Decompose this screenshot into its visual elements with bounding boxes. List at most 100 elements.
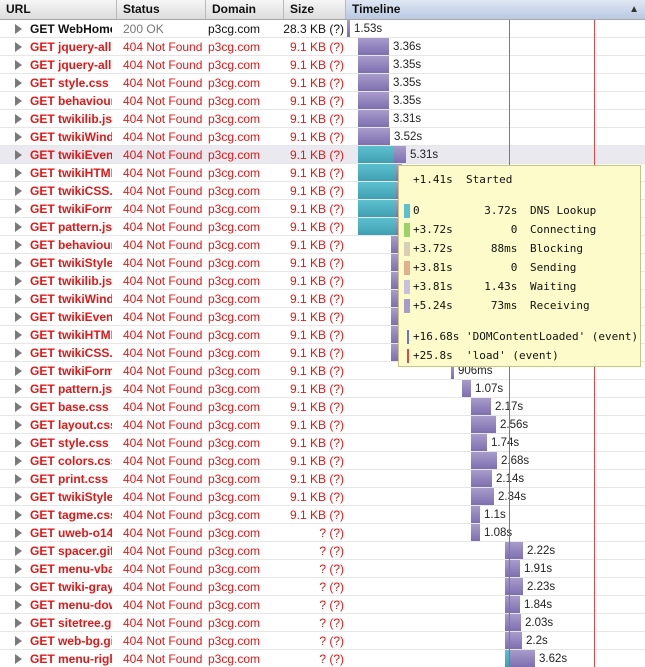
request-row[interactable]: GET twikiEvent 404 Not Found p3cg.com 9.1 K…: [0, 146, 645, 164]
expand-triangle-icon[interactable]: [15, 276, 22, 286]
phase-offset: +3.81s: [413, 261, 453, 274]
expand-triangle-icon[interactable]: [15, 330, 22, 340]
request-row[interactable]: GET menu-vba 404 Not Found p3cg.com ? (?) 1.…: [0, 560, 645, 578]
dns-lookup-bar: [358, 182, 396, 199]
request-row[interactable]: GET twikiWind 404 Not Found p3cg.com 9.1 KB…: [0, 128, 645, 146]
request-duration: 1.1s: [484, 509, 506, 521]
expand-triangle-icon[interactable]: [15, 600, 22, 610]
request-duration: 2.23s: [527, 581, 556, 593]
request-row[interactable]: GET twikiCSS.j 404 Not Found p3cg.com 9.1 K…: [0, 344, 645, 362]
timeline-cell: 2.17s: [347, 398, 645, 416]
phase-offset: +3.81s: [413, 280, 453, 293]
url-column-header[interactable]: URL: [0, 0, 117, 19]
request-row[interactable]: GET uweb-o14 404 Not Found p3cg.com ? (?) 1.…: [0, 524, 645, 542]
request-row[interactable]: GET tagme.css 404 Not Found p3cg.com 9.1 KB…: [0, 506, 645, 524]
request-row[interactable]: GET style.css 404 Not Found p3cg.com 9.1 KB…: [0, 434, 645, 452]
request-row[interactable]: GET twikiStyle 404 Not Found p3cg.com 9.1 K…: [0, 254, 645, 272]
expand-triangle-icon[interactable]: [15, 96, 22, 106]
request-row[interactable]: GET twikiForm 404 Not Found p3cg.com 9.1 KB…: [0, 200, 645, 218]
expand-triangle-icon[interactable]: [15, 528, 22, 538]
expand-triangle-icon[interactable]: [15, 384, 22, 394]
request-row[interactable]: GET layout.css 404 Not Found p3cg.com 9.1 K…: [0, 416, 645, 434]
expand-triangle-icon[interactable]: [15, 492, 22, 502]
request-row[interactable]: GET colors.css 404 Not Found p3cg.com 9.1 K…: [0, 452, 645, 470]
timeline-cell: 1.74s: [347, 434, 645, 452]
expand-triangle-icon[interactable]: [15, 258, 22, 268]
timeline-cell: 1.84s: [347, 596, 645, 614]
expand-triangle-icon[interactable]: [15, 582, 22, 592]
expand-triangle-icon[interactable]: [15, 240, 22, 250]
request-row[interactable]: GET spacer.gif 404 Not Found p3cg.com ? (?)…: [0, 542, 645, 560]
request-size: 9.1 KB (?): [289, 418, 344, 432]
request-row[interactable]: GET menu-dow 404 Not Found p3cg.com ? (?) 1.…: [0, 596, 645, 614]
request-row[interactable]: GET twikiStyle 404 Not Found p3cg.com 9.1 K…: [0, 488, 645, 506]
expand-triangle-icon[interactable]: [15, 510, 22, 520]
expand-triangle-icon[interactable]: [15, 618, 22, 628]
request-row[interactable]: GET sitetree.gi 404 Not Found p3cg.com ? (?…: [0, 614, 645, 632]
request-duration: 3.35s: [393, 95, 422, 107]
expand-triangle-icon[interactable]: [15, 294, 22, 304]
expand-triangle-icon[interactable]: [15, 204, 22, 214]
request-row[interactable]: GET twikiEvent 404 Not Found p3cg.com 9.1 K…: [0, 308, 645, 326]
expand-triangle-icon[interactable]: [15, 402, 22, 412]
phase-color-swatch: [404, 242, 410, 256]
expand-triangle-icon[interactable]: [15, 438, 22, 448]
request-row[interactable]: GET style.css 404 Not Found p3cg.com 9.1 KB…: [0, 74, 645, 92]
expand-triangle-icon[interactable]: [15, 348, 22, 358]
receiving-bar: [358, 38, 389, 55]
expand-triangle-icon[interactable]: [15, 366, 22, 376]
expand-triangle-icon[interactable]: [15, 132, 22, 142]
expand-triangle-icon[interactable]: [15, 456, 22, 466]
expand-triangle-icon[interactable]: [15, 654, 22, 664]
phase-color-swatch: [404, 261, 410, 275]
request-row[interactable]: GET web-bg.gi 404 Not Found p3cg.com ? (?) 2…: [0, 632, 645, 650]
request-row[interactable]: GET pattern.js 404 Not Found p3cg.com 9.1 K…: [0, 380, 645, 398]
domain-column-header[interactable]: Domain: [206, 0, 284, 19]
dns-lookup-bar: [358, 146, 394, 163]
request-domain: p3cg.com: [208, 238, 261, 252]
request-row[interactable]: GET twikiWind 404 Not Found p3cg.com 9.1 KB…: [0, 290, 645, 308]
expand-triangle-icon[interactable]: [15, 474, 22, 484]
status-column-header[interactable]: Status: [117, 0, 206, 19]
timeline-cell: 2.2s: [347, 632, 645, 650]
size-column-header[interactable]: Size: [284, 0, 346, 19]
request-status: 404 Not Found: [123, 382, 203, 396]
request-row[interactable]: GET WebHome 200 OK p3cg.com 28.3 KB (?) 1.53…: [0, 20, 645, 38]
expand-triangle-icon[interactable]: [15, 150, 22, 160]
expand-triangle-icon[interactable]: [15, 420, 22, 430]
request-row[interactable]: GET twikiForm 404 Not Found p3cg.com 9.1 KB…: [0, 362, 645, 380]
request-row[interactable]: GET print.css 404 Not Found p3cg.com 9.1 KB…: [0, 470, 645, 488]
expand-triangle-icon[interactable]: [15, 78, 22, 88]
request-row[interactable]: GET twikilib.js 404 Not Found p3cg.com 9.1 …: [0, 272, 645, 290]
request-row[interactable]: GET base.css 404 Not Found p3cg.com 9.1 KB …: [0, 398, 645, 416]
expand-triangle-icon[interactable]: [15, 636, 22, 646]
expand-triangle-icon[interactable]: [15, 24, 22, 34]
request-row[interactable]: GET twikiHTML 404 Not Found p3cg.com 9.1 KB…: [0, 326, 645, 344]
request-url: GET twikilib.js: [30, 112, 112, 126]
expand-triangle-icon[interactable]: [15, 42, 22, 52]
sort-ascending-icon[interactable]: ▲: [629, 4, 639, 15]
expand-triangle-icon[interactable]: [15, 312, 22, 322]
request-row[interactable]: GET twiki-gray 404 Not Found p3cg.com ? (?)…: [0, 578, 645, 596]
request-row[interactable]: GET jquery-all 404 Not Found p3cg.com 9.1 K…: [0, 56, 645, 74]
request-row[interactable]: GET twikiHTML 404 Not Found p3cg.com 9.1 KB…: [0, 164, 645, 182]
expand-triangle-icon[interactable]: [15, 546, 22, 556]
request-row[interactable]: GET twikiCSS.js 404 Not Found p3cg.com 9.1 …: [0, 182, 645, 200]
request-row[interactable]: GET twikilib.js 404 Not Found p3cg.com 9.1 …: [0, 110, 645, 128]
expand-triangle-icon[interactable]: [15, 564, 22, 574]
request-size: 9.1 KB (?): [289, 112, 344, 126]
request-row[interactable]: GET menu-righ 404 Not Found p3cg.com ? (?) 3…: [0, 650, 645, 667]
request-row[interactable]: GET behaviour 404 Not Found p3cg.com 9.1 KB…: [0, 236, 645, 254]
request-domain: p3cg.com: [208, 580, 261, 594]
request-domain: p3cg.com: [208, 328, 261, 342]
timeline-column-header[interactable]: Timeline ▲: [346, 0, 645, 19]
request-row[interactable]: GET behaviour 404 Not Found p3cg.com 9.1 KB…: [0, 92, 645, 110]
expand-triangle-icon[interactable]: [15, 60, 22, 70]
expand-triangle-icon[interactable]: [15, 186, 22, 196]
request-status: 404 Not Found: [123, 508, 203, 522]
expand-triangle-icon[interactable]: [15, 168, 22, 178]
request-row[interactable]: GET pattern.js 404 Not Found p3cg.com 9.1 K…: [0, 218, 645, 236]
expand-triangle-icon[interactable]: [15, 222, 22, 232]
expand-triangle-icon[interactable]: [15, 114, 22, 124]
request-row[interactable]: GET jquery-all 404 Not Found p3cg.com 9.1 K…: [0, 38, 645, 56]
